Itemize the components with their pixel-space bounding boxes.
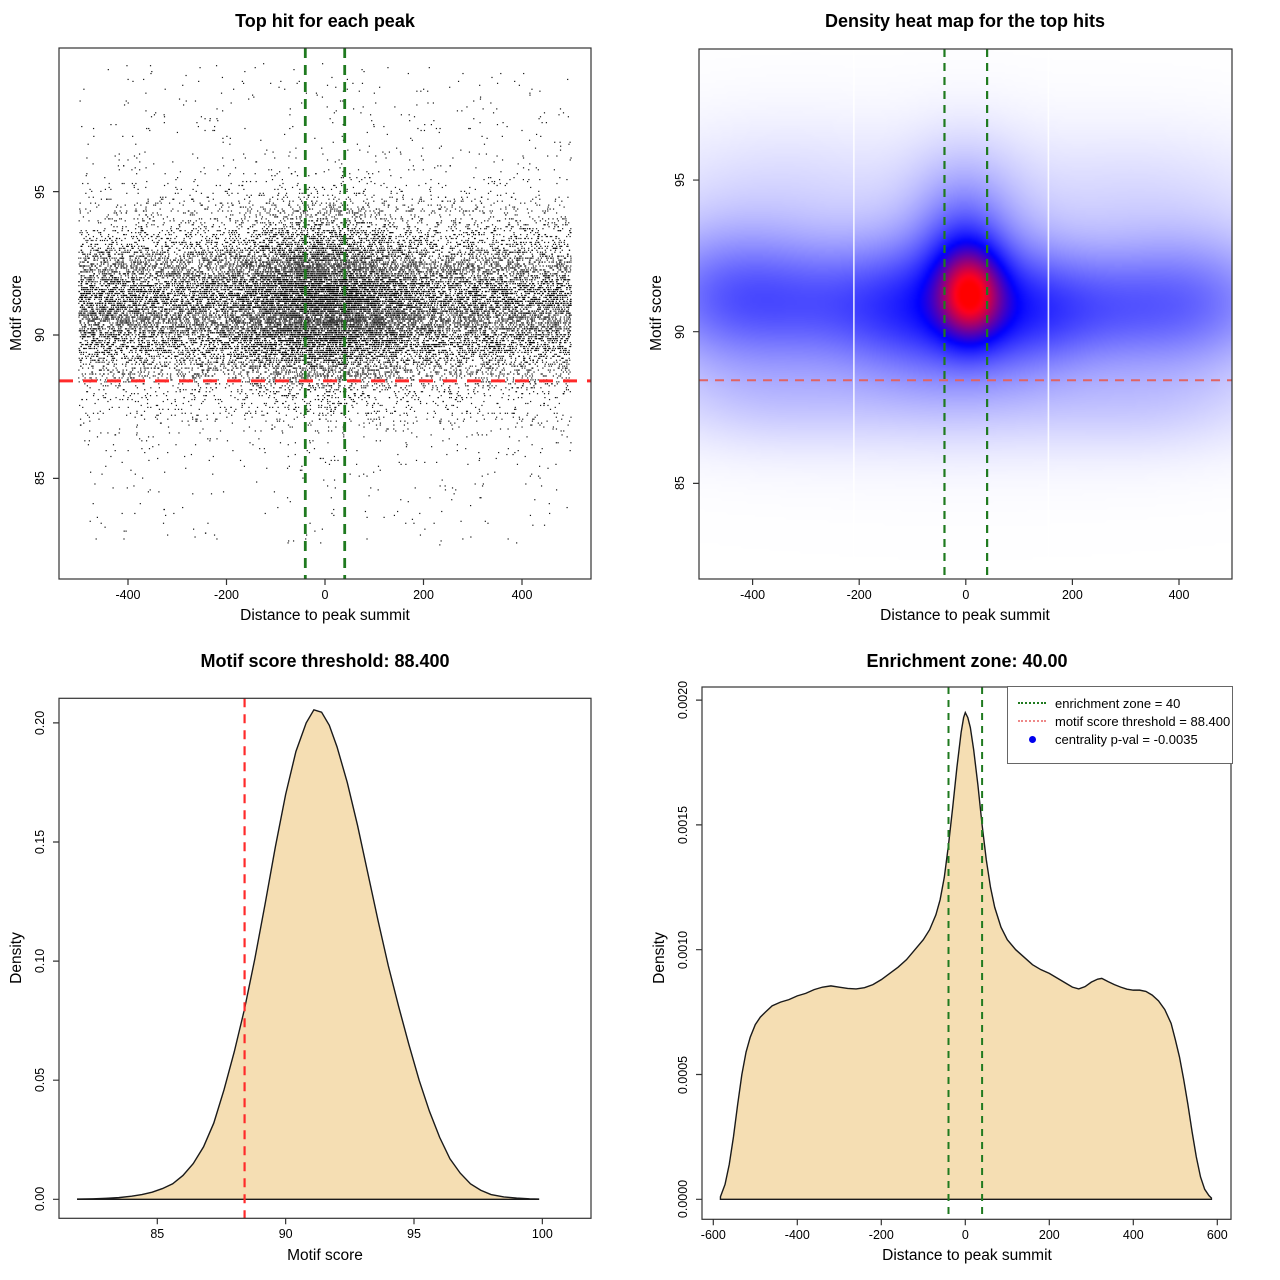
x-tick-label: 90 (278, 1227, 293, 1242)
x-tick-label: -400 (740, 588, 766, 602)
centrality-pval-dot-swatch (1018, 735, 1046, 743)
x-tick-label: 95 (407, 1227, 421, 1242)
density-heatmap-title: Density heat map for the top hits (824, 11, 1106, 31)
legend-label: enrichment zone = 40 (1055, 695, 1181, 711)
panel-motif-score-density: Motif score threshold: 88.400 Motif scor… (0, 640, 640, 1280)
motif-score-density-xlabel: Motif score (287, 1247, 363, 1264)
motif-score-density-title: Motif score threshold: 88.400 (200, 651, 450, 671)
x-tick-label: -600 (700, 1228, 726, 1243)
panel-density-heatmap: Density heat map for the top hits Distan… (640, 0, 1280, 640)
x-tick-label: -200 (846, 588, 872, 602)
legend-label: centrality p-val = -0.0035 (1055, 731, 1198, 747)
y-tick-label: 0.15 (33, 829, 47, 855)
y-tick-label: 90 (673, 324, 687, 339)
distance-density-ylabel: Density (651, 932, 668, 984)
panel-top-hit-scatter: Top hit for each peak Distance to peak s… (0, 0, 640, 640)
legend-label: motif score threshold = 88.400 (1055, 713, 1231, 729)
y-tick-label: 0.00 (33, 1187, 47, 1212)
density-heatmap-ylabel: Motif score (648, 275, 665, 351)
motif-score-density-canvas (0, 640, 640, 1280)
plot-legend: enrichment zone = 40 motif score thresho… (1007, 686, 1233, 764)
y-tick-label: 0.20 (33, 710, 47, 736)
y-tick-label: 0.05 (33, 1068, 47, 1093)
y-tick-label: 0.0015 (676, 805, 690, 845)
legend-row-enrichment-zone: enrichment zone = 40 (1018, 694, 1232, 712)
enrichment-zone-line-swatch (1018, 702, 1046, 704)
x-tick-label: 600 (1206, 1228, 1228, 1243)
y-tick-label: 85 (673, 476, 687, 491)
distance-density-title: Enrichment zone: 40.00 (866, 651, 1068, 671)
x-tick-label: 85 (150, 1227, 165, 1242)
motif-score-density-ylabel: Density (8, 932, 25, 984)
x-tick-label: 100 (531, 1227, 553, 1242)
y-tick-label: 95 (673, 173, 687, 187)
x-tick-label: 400 (1122, 1228, 1144, 1243)
x-tick-label: -200 (868, 1228, 894, 1243)
panel-distance-density: Enrichment zone: 40.00 Distance to peak … (640, 640, 1280, 1280)
y-tick-label: 0.0010 (676, 930, 690, 969)
top-hit-scatter-canvas (0, 0, 640, 640)
x-tick-label: -200 (213, 588, 240, 602)
x-tick-label: 400 (1168, 588, 1190, 602)
legend-row-centrality-pval: centrality p-val = -0.0035 (1018, 730, 1232, 748)
top-hit-scatter-xlabel: Distance to peak summit (240, 607, 410, 624)
x-tick-label: 200 (1038, 1228, 1060, 1243)
x-tick-label: 200 (413, 588, 434, 602)
motif-threshold-line-swatch (1018, 720, 1046, 722)
y-tick-label: 90 (33, 328, 47, 342)
y-tick-label: 0.0000 (676, 1180, 690, 1219)
distance-density-xlabel: Distance to peak summit (882, 1247, 1052, 1264)
density-heatmap-canvas (640, 0, 1280, 640)
x-tick-label: 0 (321, 588, 329, 602)
x-tick-label: -400 (115, 588, 141, 602)
top-hit-scatter-ylabel: Motif score (8, 275, 25, 351)
y-tick-label: 0.0005 (676, 1055, 690, 1094)
y-tick-label: 0.0020 (676, 680, 690, 720)
y-tick-label: 0.10 (33, 948, 47, 974)
y-tick-label: 85 (33, 471, 47, 486)
x-tick-label: -400 (784, 1228, 810, 1243)
legend-row-motif-threshold: motif score threshold = 88.400 (1018, 712, 1232, 730)
y-tick-label: 95 (33, 184, 47, 199)
x-tick-label: 200 (1061, 588, 1083, 602)
top-hit-scatter-title: Top hit for each peak (235, 11, 415, 31)
x-tick-label: 400 (511, 588, 533, 602)
x-tick-label: 0 (962, 588, 970, 602)
density-heatmap-xlabel: Distance to peak summit (880, 607, 1050, 624)
x-tick-label: 0 (961, 1228, 969, 1243)
